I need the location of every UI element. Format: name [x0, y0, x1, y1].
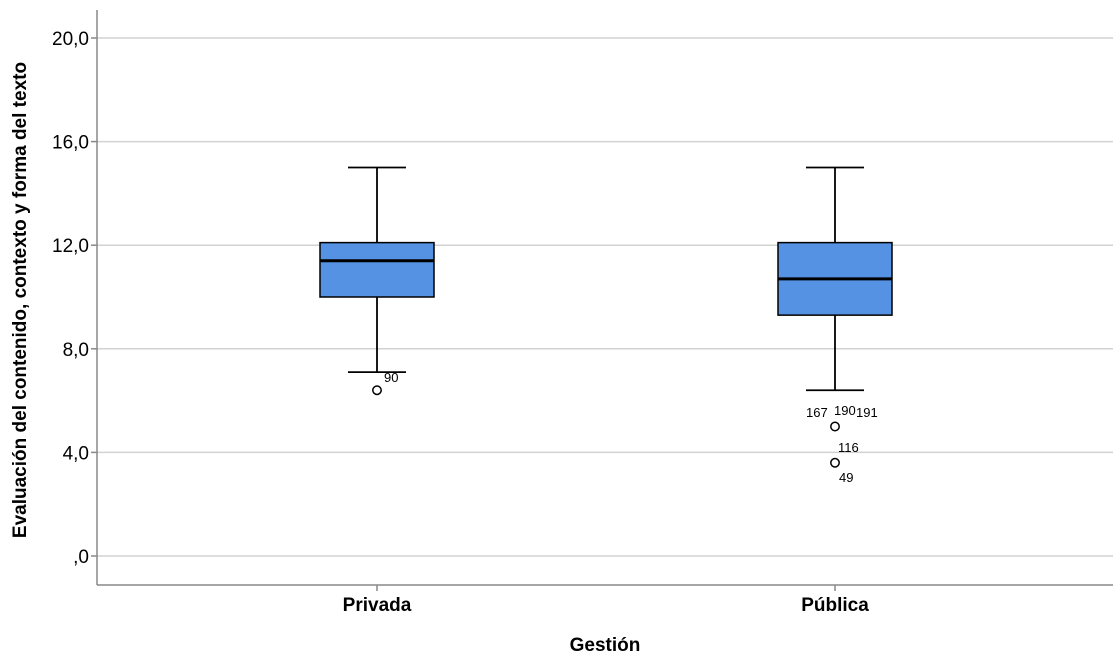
y-tick-label: 4,0 — [63, 443, 89, 464]
iqr-box — [319, 241, 435, 298]
outlier-label: 90 — [384, 370, 398, 385]
outlier-point — [830, 457, 840, 468]
x-axis-title: Gestión — [570, 635, 641, 656]
boxes: 90 167 190 191 116 49 — [319, 166, 893, 485]
y-tick-labels: ,0 4,0 8,0 12,0 16,0 20,0 — [52, 29, 97, 568]
x-tick-label: Pública — [801, 595, 869, 616]
y-tick-label: ,0 — [73, 547, 89, 568]
outlier-point — [372, 385, 382, 396]
outlier-label: 167 — [806, 405, 828, 420]
gridlines — [97, 37, 1113, 557]
outlier-label: 49 — [839, 470, 853, 485]
axes — [96, 10, 1113, 586]
x-tick-labels: Privada Pública — [343, 585, 869, 616]
y-tick-label: 20,0 — [52, 29, 89, 50]
outlier-label: 190 — [834, 403, 856, 418]
box-privada — [319, 166, 435, 396]
outlier-label: 191 — [856, 405, 878, 420]
y-tick-label: 16,0 — [52, 133, 89, 154]
outlier-label: 116 — [838, 440, 859, 455]
y-tick-label: 8,0 — [63, 340, 89, 361]
y-axis-title: Evaluación del contenido, contexto y for… — [10, 62, 31, 538]
x-tick-label: Privada — [343, 595, 412, 616]
outlier-point — [830, 421, 840, 432]
box-pública — [777, 166, 893, 468]
y-tick-label: 12,0 — [52, 236, 89, 257]
